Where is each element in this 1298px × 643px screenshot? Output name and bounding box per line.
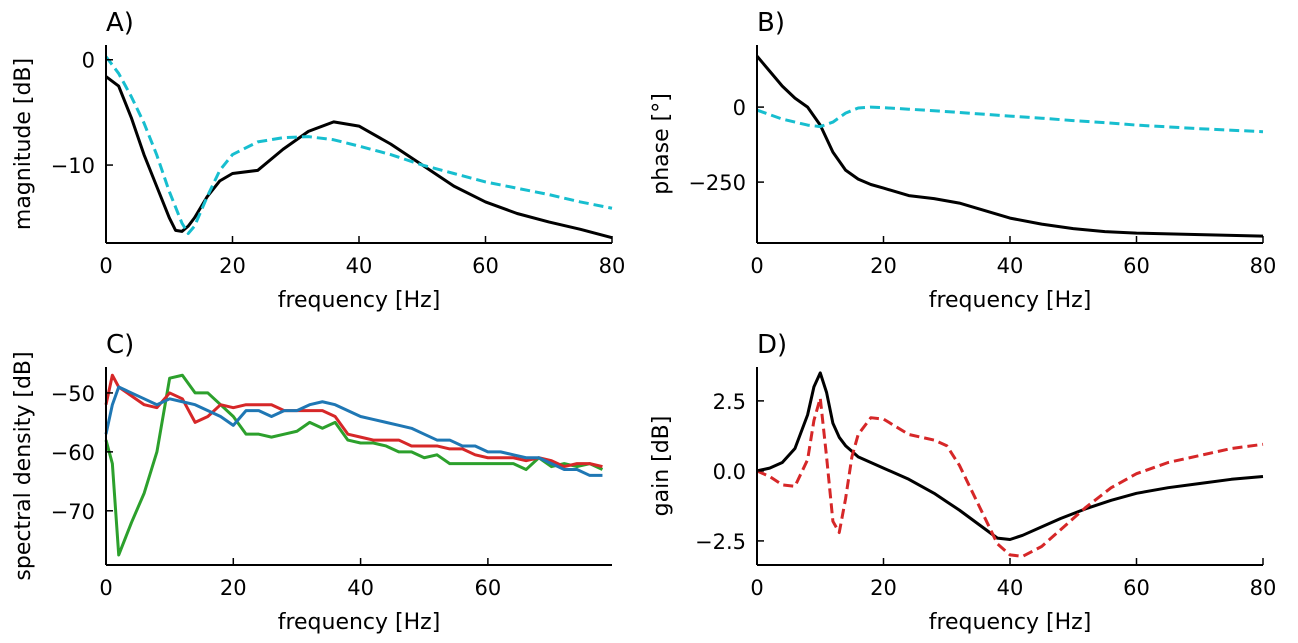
- y-axis-label: spectral density [dB]: [11, 351, 36, 580]
- y-axis-label: magnitude [dB]: [11, 58, 36, 230]
- x-axis-label: frequency [Hz]: [929, 610, 1092, 635]
- y-tick-label: −60: [51, 441, 95, 465]
- subplot: A) frequency [Hz] magnitude [dB] 0 20 40 60 80 0…: [11, 8, 625, 313]
- y-axis-label: gain [dB]: [649, 416, 674, 517]
- subplot-title: B): [757, 8, 785, 38]
- data-line: [105, 75, 613, 240]
- x-tick-label: 60: [1123, 254, 1150, 278]
- data-line: [756, 105, 1264, 134]
- x-tick-label: 40: [346, 254, 373, 278]
- x-tick-label: 0: [750, 254, 763, 278]
- subplot: C) frequency [Hz] spectral density [dB] 0 20…: [11, 330, 612, 635]
- x-tick-label: 60: [475, 576, 502, 600]
- data-line: [756, 371, 1264, 542]
- x-axis-label: frequency [Hz]: [929, 288, 1092, 313]
- y-tick-label: −2.5: [695, 530, 746, 554]
- x-tick-label: 0: [99, 576, 112, 600]
- x-tick-label: 0: [99, 254, 112, 278]
- x-tick-label: 60: [472, 254, 499, 278]
- data-line: [756, 396, 1264, 558]
- x-tick-label: 80: [1250, 254, 1277, 278]
- y-tick-label: −50: [51, 382, 95, 406]
- x-tick-label: 20: [219, 254, 246, 278]
- subplot: B) frequency [Hz] phase [°] 0 20 40 60 80 0 −250: [649, 8, 1276, 313]
- data-line: [104, 373, 603, 469]
- y-tick-label: −250: [688, 171, 746, 195]
- subplot: D) frequency [Hz] gain [dB] 0 20 40 60 80 2.5 0.0…: [649, 330, 1276, 635]
- x-tick-label: 20: [220, 576, 247, 600]
- y-tick-label: 0.0: [713, 460, 746, 484]
- y-tick-label: −10: [51, 154, 95, 178]
- x-tick-label: 20: [870, 254, 897, 278]
- data-line: [104, 385, 603, 477]
- x-tick-label: 80: [599, 254, 626, 278]
- subplot-title: A): [106, 8, 134, 38]
- subplot-title: C): [106, 330, 134, 360]
- data-line: [104, 373, 604, 557]
- x-tick-label: 60: [1123, 576, 1150, 600]
- x-tick-label: 80: [1250, 576, 1277, 600]
- y-tick-label: 0: [733, 96, 746, 120]
- x-axis-label: frequency [Hz]: [278, 288, 441, 313]
- y-tick-label: 0: [82, 49, 95, 73]
- subplot-title: D): [757, 330, 787, 360]
- x-tick-label: 40: [997, 576, 1024, 600]
- y-tick-label: 2.5: [713, 390, 746, 414]
- y-axis-label: phase [°]: [649, 93, 674, 195]
- x-tick-label: 0: [750, 576, 763, 600]
- x-tick-label: 40: [347, 576, 374, 600]
- x-tick-label: 40: [997, 254, 1024, 278]
- data-line: [755, 55, 1264, 238]
- x-tick-label: 20: [870, 576, 897, 600]
- y-tick-label: −70: [51, 500, 95, 524]
- x-axis-label: frequency [Hz]: [278, 610, 441, 635]
- data-line: [104, 55, 613, 236]
